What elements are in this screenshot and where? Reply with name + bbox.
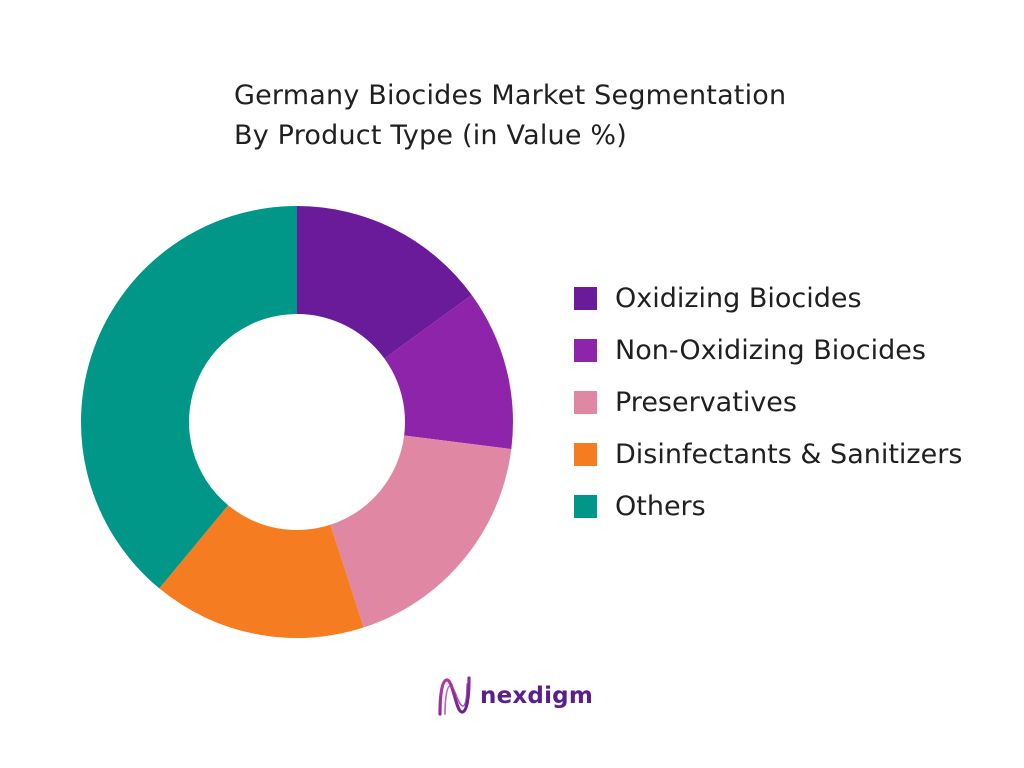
legend-label: Non-Oxidizing Biocides (615, 334, 926, 366)
legend-swatch (574, 286, 597, 310)
chart-legend: Oxidizing Biocides Non-Oxidizing Biocide… (574, 272, 962, 532)
legend-item-disinfectants-sanitizers[interactable]: Disinfectants & Sanitizers (574, 428, 962, 480)
legend-label: Others (615, 490, 706, 522)
chart-title-line-2: By Product Type (in Value %) (234, 120, 628, 151)
legend-item-others[interactable]: Others (574, 480, 962, 532)
donut-slice-preservatives[interactable] (330, 435, 512, 628)
legend-label: Preservatives (615, 386, 797, 418)
nexdigm-logo-icon (438, 676, 471, 716)
legend-swatch (574, 442, 597, 466)
donut-slice-non-oxidizing-biocides[interactable] (384, 295, 513, 450)
donut-slice-others[interactable] (80, 205, 297, 589)
brand-name: nexdigm (480, 683, 593, 709)
donut-slice-disinfectants-sanitizers[interactable] (159, 505, 364, 638)
legend-label: Oxidizing Biocides (615, 282, 862, 314)
legend-swatch (574, 494, 597, 518)
legend-item-oxidizing-biocides[interactable]: Oxidizing Biocides (574, 272, 962, 324)
legend-swatch (574, 338, 597, 362)
chart-title-line-1: Germany Biocides Market Segmentation (234, 80, 787, 111)
legend-item-preservatives[interactable]: Preservatives (574, 376, 962, 428)
legend-item-non-oxidizing-biocides[interactable]: Non-Oxidizing Biocides (574, 324, 962, 376)
legend-swatch (574, 390, 597, 414)
donut-slice-oxidizing-biocides[interactable] (297, 206, 472, 359)
legend-label: Disinfectants & Sanitizers (615, 438, 963, 470)
chart-title: Germany Biocides Market Segmentation By … (234, 76, 954, 156)
brand-logo: nexdigm (436, 674, 593, 718)
